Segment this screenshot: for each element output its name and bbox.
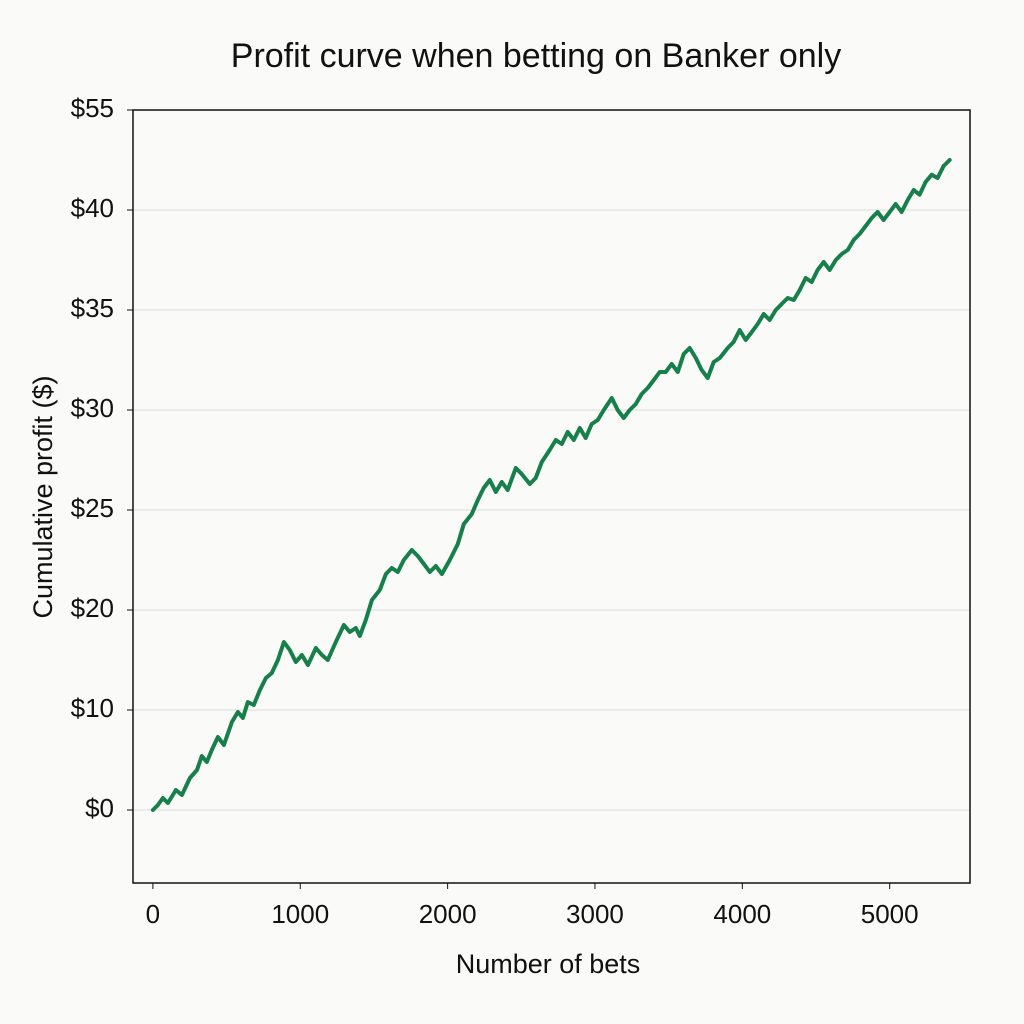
x-tick-label: 3000 <box>566 899 624 929</box>
plot-frame <box>132 109 971 884</box>
x-tick-label: 4000 <box>713 899 771 929</box>
y-tick-label: $40 <box>71 193 114 223</box>
x-tick-label: 2000 <box>419 899 477 929</box>
chart-title: Profit curve when betting on Banker only <box>231 37 841 75</box>
x-tick-label: 0 <box>146 899 160 929</box>
y-tick-label: $30 <box>71 393 114 423</box>
grid <box>133 109 970 811</box>
y-tick-label: $20 <box>71 593 114 623</box>
y-tick-label: $55 <box>71 93 114 123</box>
y-tick-label: $0 <box>85 793 114 823</box>
x-tick-label: 5000 <box>861 899 919 929</box>
x-axis-label: Number of bets <box>456 949 641 979</box>
y-tick-label: $35 <box>71 293 114 323</box>
y-tick-label: $25 <box>71 493 114 523</box>
x-tick-label: 1000 <box>271 899 329 929</box>
y-tick-label: $10 <box>71 693 114 723</box>
profit-line <box>150 158 952 812</box>
y-axis-label: Cumulative profit ($) <box>28 375 58 618</box>
